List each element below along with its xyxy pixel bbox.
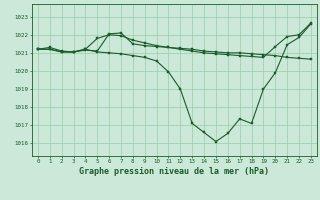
X-axis label: Graphe pression niveau de la mer (hPa): Graphe pression niveau de la mer (hPa) <box>79 167 269 176</box>
